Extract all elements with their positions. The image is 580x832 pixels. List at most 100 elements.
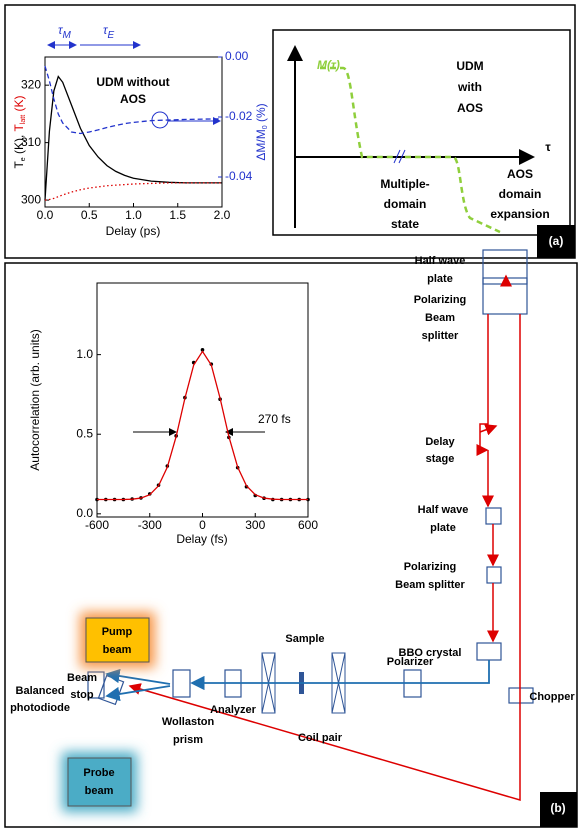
optic	[87, 671, 105, 699]
label-part: E	[108, 30, 115, 41]
label-part: τ	[58, 23, 64, 37]
optic	[485, 507, 502, 525]
x-tick-label: 1.0	[125, 208, 142, 222]
region-label: domain	[384, 197, 427, 211]
pump-beam	[479, 424, 498, 436]
x-axis-label: Delay (ps)	[106, 224, 161, 238]
panel-b-frame	[4, 262, 578, 828]
label-part: latt	[20, 115, 27, 124]
chart-title: AOS	[120, 92, 146, 106]
setup-labels: Half wave plate Polarizing Beam splitter…	[10, 255, 575, 815]
region-label: AOS	[507, 167, 533, 181]
component-label: Polarizing	[404, 561, 457, 573]
component-label: stage	[426, 453, 455, 465]
y-tick-label: 0.0	[76, 506, 93, 520]
annotation: τE	[103, 23, 115, 40]
signal-beam	[105, 668, 171, 685]
y2-tick-label: -0.02	[225, 109, 253, 123]
schematic-title: AOS	[457, 101, 483, 115]
optic	[486, 566, 502, 584]
component-label: Coil pair	[298, 732, 343, 744]
plot-frame	[96, 282, 309, 518]
component-label: splitter	[422, 330, 459, 342]
schematic-title: UDM	[456, 59, 483, 73]
label-part: (K)	[12, 95, 26, 114]
axis-break	[393, 149, 406, 164]
optic	[482, 277, 528, 315]
chart-a-labels: UDM without AOS Delay (ps) Te (K), Tlatt…	[12, 23, 269, 238]
y-tick-label: 0.5	[76, 426, 93, 440]
annotation: 270 fs	[258, 412, 291, 426]
region-label: state	[391, 217, 419, 231]
region-label: expansion	[490, 207, 549, 221]
probe-path	[128, 314, 521, 802]
x-tick-label: 600	[298, 518, 318, 532]
x-tick-label: 2.0	[214, 208, 231, 222]
label-part: e	[20, 157, 27, 161]
optic	[476, 642, 502, 661]
component-label: photodiode	[10, 702, 70, 714]
y-axis-label: Autocorrelation (arb. units)	[28, 329, 42, 470]
component-label: Delay	[425, 436, 455, 448]
x-tick-label: 0	[199, 518, 206, 532]
label-part: (K),	[12, 132, 26, 158]
component-label: Pump	[102, 626, 133, 638]
component-label: plate	[427, 273, 453, 285]
y-axis-label: Te (K), Tlatt (K)	[12, 95, 27, 168]
y-tick-label: 320	[21, 77, 41, 91]
label-part: M	[63, 30, 72, 41]
component-label: Wollaston	[162, 716, 215, 728]
y-tick-label: 310	[21, 135, 41, 149]
component-label: BBO crystal	[399, 647, 462, 659]
component-label: Beam	[425, 312, 455, 324]
component-label: plate	[430, 522, 456, 534]
component-label: Chopper	[529, 691, 575, 703]
label-part: T	[12, 161, 26, 169]
component-label: Polarizing	[414, 294, 467, 306]
curve-label: M(τ)	[317, 58, 340, 72]
component-label: beam	[103, 644, 132, 656]
y-tick-label: 1.0	[76, 347, 93, 361]
series-line	[44, 65, 223, 135]
series-line	[97, 350, 308, 501]
component-label: Analyzer	[210, 704, 257, 716]
schematic-frame	[272, 29, 571, 236]
chart-b-labels: Delay (fs) Autocorrelation (arb. units) …	[28, 329, 291, 546]
x-tick-label: 0.0	[37, 208, 54, 222]
panel-label-box	[537, 225, 575, 258]
component-label: beam	[85, 785, 114, 797]
x-tick-label: 300	[245, 518, 265, 532]
y-tick-label: 300	[21, 192, 41, 206]
component-label: Balanced	[16, 685, 65, 697]
panel-label: (b)	[550, 801, 565, 815]
label-part: T	[12, 124, 26, 132]
y2-tick-label: -0.04	[225, 169, 253, 183]
region-label: domain	[499, 187, 542, 201]
y2-tick-label: 0.00	[225, 49, 249, 63]
x-tick-label: -300	[138, 518, 162, 532]
region-label: Multiple-	[380, 177, 429, 191]
component-label: Sample	[285, 633, 324, 645]
schematic: M(τ) UDM with AOS τ Multiple- domain sta…	[272, 29, 575, 258]
optic	[508, 687, 534, 704]
probe-box	[67, 757, 132, 807]
data-point	[200, 348, 205, 352]
setup-diagram	[62, 249, 577, 827]
x-tick-label: 0.5	[81, 208, 98, 222]
schematic-title: with	[457, 80, 482, 94]
component-label: stop	[70, 689, 94, 701]
component-label: prism	[173, 734, 203, 746]
component-label: Probe	[83, 767, 114, 779]
optic	[172, 669, 191, 698]
series-line	[44, 182, 222, 201]
component-label: Half wave	[415, 255, 466, 267]
x-axis-label: Delay (fs)	[176, 532, 227, 546]
optic	[97, 674, 125, 706]
pump-beam	[476, 314, 489, 456]
label-part: 0	[262, 125, 269, 129]
pump-box	[85, 617, 150, 663]
chart-title: UDM without	[96, 75, 169, 89]
optic	[482, 249, 528, 285]
